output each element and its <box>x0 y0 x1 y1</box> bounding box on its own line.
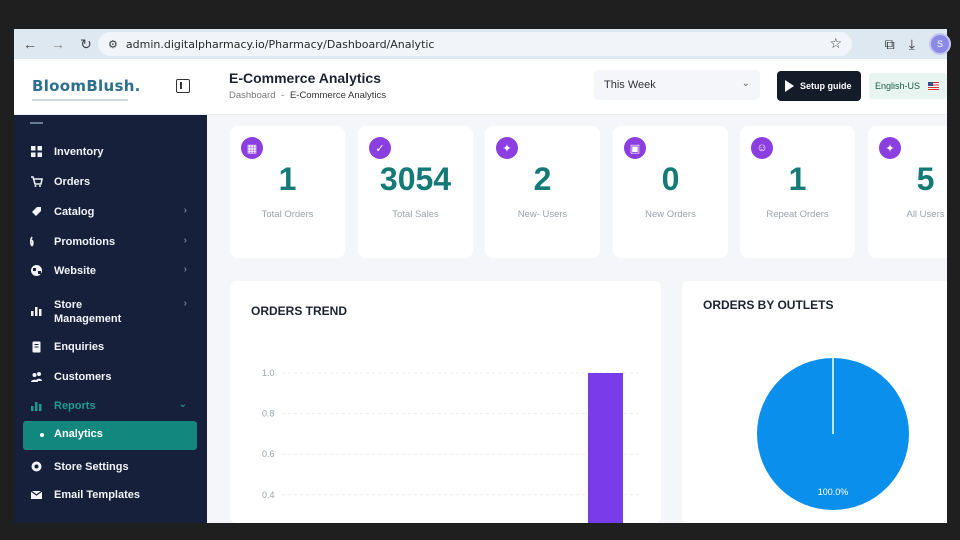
orders-trend-chart: 1.0 0.8 0.6 0.4 <box>262 368 640 523</box>
chevron-right-icon: › <box>183 205 187 216</box>
stat-label: All Users <box>906 209 945 220</box>
breadcrumb-separator: - <box>281 90 285 101</box>
outlets-title: ORDERS BY OUTLETS <box>703 298 834 312</box>
forward-icon[interactable]: → <box>51 36 65 52</box>
ticket-icon: ✦ <box>879 137 901 159</box>
language-label: English-US <box>875 81 921 91</box>
orders-trend-title: ORDERS TREND <box>251 304 348 318</box>
stat-value: 2 <box>533 161 552 197</box>
stat-card-new-orders: ▣ 0 New Orders <box>613 126 728 258</box>
chevron-right-icon: › <box>183 264 187 275</box>
us-flag-icon <box>928 82 940 90</box>
stat-value: 1 <box>278 161 297 197</box>
stat-label: New Orders <box>645 209 696 220</box>
browser-actions: ⧉ ⤓ S <box>884 29 951 59</box>
brand-logo[interactable]: BloomBlush. <box>32 77 141 95</box>
pie-slice-label: 100.0% <box>818 487 849 497</box>
chevron-right-icon: › <box>183 235 187 246</box>
trend-bar <box>588 373 623 523</box>
sidebar-item-label: Email Templates <box>54 489 140 501</box>
back-icon[interactable]: ← <box>23 36 37 52</box>
logo-underline <box>32 99 128 101</box>
breadcrumb: Dashboard - E-Commerce Analytics <box>229 90 386 101</box>
stat-value: 5 <box>916 161 935 197</box>
sidebar-item-label: Catalog <box>54 206 95 218</box>
bar-icon <box>31 307 42 316</box>
sidebar-item-label: Store Settings <box>54 461 129 473</box>
profile-avatar[interactable]: S <box>929 33 951 55</box>
period-value: This Week <box>604 79 656 91</box>
sidebar-item-label: Orders <box>54 176 91 188</box>
y-tick-label: 0.6 <box>262 449 275 459</box>
setup-guide-label: Setup guide <box>800 81 852 91</box>
sidebar-item-label: Customers <box>54 371 112 383</box>
y-tick-label: 1.0 <box>262 368 275 378</box>
sidebar-item-label: Reports <box>54 400 96 412</box>
y-tick-label: 0.8 <box>262 409 275 419</box>
stat-value: 1 <box>788 161 807 197</box>
sidebar-item-label: Promotions <box>54 236 116 248</box>
orders-by-outlets-panel: ORDERS BY OUTLETS 100.0% <box>682 281 947 523</box>
breadcrumb-dashboard[interactable]: Dashboard <box>229 90 276 101</box>
gear-icon <box>31 461 42 472</box>
bookmark-star-icon[interactable]: ☆ <box>829 35 842 51</box>
reload-icon[interactable]: ↻ <box>80 35 92 52</box>
top-header: BloomBlush. E-Commerce Analytics Dashboa… <box>14 59 947 115</box>
stat-value: 3054 <box>379 161 452 197</box>
chart-icon <box>31 402 42 411</box>
stat-card-repeat-orders: ☺ 1 Repeat Orders <box>740 126 855 258</box>
period-select[interactable]: This Week ⌄ <box>594 70 760 100</box>
chevron-right-icon: › <box>183 298 187 309</box>
stat-label: Total Sales <box>392 209 439 220</box>
url-text: admin.digitalpharmacy.io/Pharmacy/Dashbo… <box>125 37 435 51</box>
site-settings-icon[interactable]: ⚙ <box>108 38 118 51</box>
play-icon <box>785 80 794 92</box>
cart-icon <box>31 176 43 187</box>
calendar-check-icon: ▣ <box>624 137 646 159</box>
stat-label: New- Users <box>517 209 568 220</box>
chevron-down-icon: ⌄ <box>178 399 187 410</box>
stat-label: Repeat Orders <box>766 209 829 220</box>
users-icon <box>31 372 42 382</box>
globe-icon <box>31 265 42 276</box>
sidebar-subitem-label: Analytics <box>54 428 103 440</box>
y-tick-label: 0.4 <box>262 490 275 500</box>
stat-card-all-users: ✦ 5 All Users <box>868 126 947 258</box>
sidebar-item-label: Enquiries <box>54 341 105 353</box>
orders-by-outlets-chart: 100.0% <box>757 358 909 510</box>
chevron-down-icon: ⌄ <box>741 78 750 89</box>
breadcrumb-current: E-Commerce Analytics <box>289 90 387 101</box>
sidebar-item-label: Inventory <box>54 146 104 158</box>
sidebar-item-store-management[interactable]: Store Management › <box>14 298 207 328</box>
sidebar-item-label: Website <box>54 265 96 277</box>
stat-card-total-orders: ▦ 1 Total Orders <box>230 126 345 258</box>
stat-value: 0 <box>661 161 680 197</box>
stat-label: Total Orders <box>261 209 314 220</box>
mail-icon <box>30 490 43 499</box>
check-circle-icon: ✓ <box>369 137 391 159</box>
clipboard-icon <box>32 341 41 353</box>
language-select[interactable]: English-US <box>869 73 947 99</box>
user-icon: ☺ <box>751 137 773 159</box>
extensions-icon[interactable]: ⧉ <box>884 35 895 52</box>
download-icon[interactable]: ⤓ <box>908 35 915 52</box>
sidebar-partial-item <box>30 122 43 126</box>
sidebar-item-label: Store Management <box>54 299 122 325</box>
stat-card-new-users: ✦ 2 New- Users <box>485 126 600 258</box>
sidebar-collapse-icon[interactable] <box>176 79 190 93</box>
sidebar-subitem-analytics[interactable]: Analytics <box>23 421 197 450</box>
stat-card-total-sales: ✓ 3054 Total Sales <box>358 126 473 258</box>
page-title: E-Commerce Analytics <box>229 70 381 86</box>
setup-guide-button[interactable]: Setup guide <box>777 71 861 101</box>
calendar-icon: ▦ <box>241 137 263 159</box>
browser-toolbar: ← → ↻ ⚙ admin.digitalpharmacy.io/Pharmac… <box>14 29 951 59</box>
grid-icon <box>31 146 42 157</box>
tag-icon <box>32 207 41 216</box>
orders-trend-panel: ORDERS TREND 1.0 0.8 0.6 0.4 <box>230 281 661 523</box>
ticket-icon: ✦ <box>496 137 518 159</box>
bullet-icon <box>40 433 44 437</box>
signal-icon <box>30 236 34 247</box>
address-bar[interactable]: ⚙ admin.digitalpharmacy.io/Pharmacy/Dash… <box>98 32 852 56</box>
sidebar: Inventory Orders Catalog › Promotions › … <box>14 115 207 523</box>
